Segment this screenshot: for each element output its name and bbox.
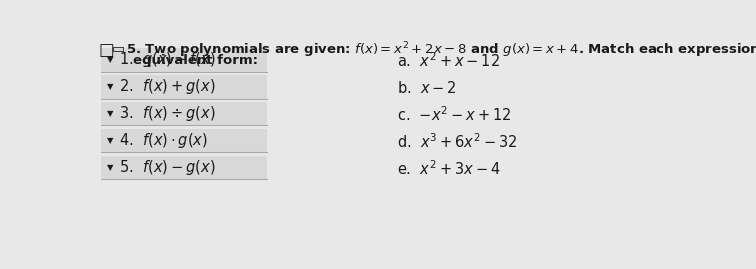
Text: ▭: ▭	[112, 41, 125, 55]
Text: a.  $x^2+x-12$: a. $x^2+x-12$	[397, 51, 500, 70]
FancyBboxPatch shape	[101, 75, 268, 98]
Text: 4.  $f(x)\cdot g(x)$: 4. $f(x)\cdot g(x)$	[119, 130, 208, 150]
FancyBboxPatch shape	[101, 156, 268, 179]
Text: c.  $-x^2-x+12$: c. $-x^2-x+12$	[397, 105, 511, 124]
Text: ▼: ▼	[107, 162, 113, 172]
FancyBboxPatch shape	[101, 48, 268, 72]
Text: ▼: ▼	[107, 55, 113, 64]
Text: 5. Two polynomials are given: $f(x)=x^2+2x-8$ and $g(x)=x+4$. Match each express: 5. Two polynomials are given: $f(x)=x^2+…	[125, 41, 756, 60]
Text: □: □	[98, 41, 114, 59]
Text: 2.  $f(x)+g(x)$: 2. $f(x)+g(x)$	[119, 77, 215, 96]
Text: b.  $x-2$: b. $x-2$	[397, 80, 457, 96]
Text: 5.  $f(x)-g(x)$: 5. $f(x)-g(x)$	[119, 158, 215, 176]
Text: d.  $x^3+6x^2-32$: d. $x^3+6x^2-32$	[397, 132, 517, 151]
Text: ▼: ▼	[107, 109, 113, 118]
Text: ▼: ▼	[107, 136, 113, 144]
Text: equivalent form:: equivalent form:	[133, 54, 259, 67]
FancyBboxPatch shape	[101, 129, 268, 153]
Text: 1.  $g(x)-f(x)$: 1. $g(x)-f(x)$	[119, 50, 215, 69]
Text: 3.  $f(x)\div g(x)$: 3. $f(x)\div g(x)$	[119, 104, 215, 123]
FancyBboxPatch shape	[101, 102, 268, 125]
Text: e.  $x^2+3x-4$: e. $x^2+3x-4$	[397, 159, 500, 178]
Text: ▼: ▼	[107, 82, 113, 91]
